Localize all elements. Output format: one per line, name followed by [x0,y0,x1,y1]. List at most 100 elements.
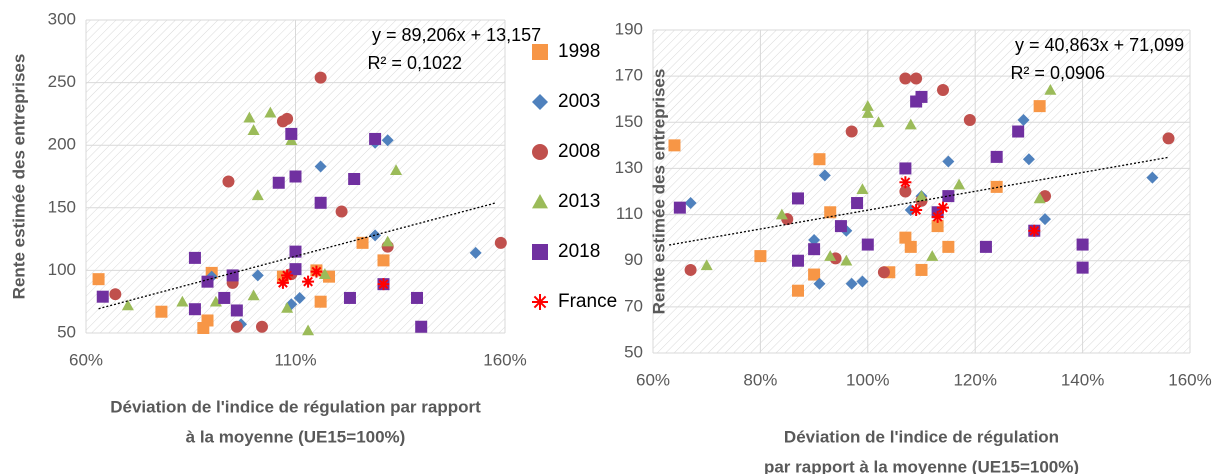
marker-triangle [775,208,788,220]
marker-triangle [302,324,315,336]
trend-line [668,156,1169,246]
marker-star [276,276,289,289]
marker-triangle [381,235,394,247]
marker-square [942,190,955,203]
y-tick-label: 200 [48,135,76,154]
x-tick-label: 160% [483,350,526,369]
marker-square [188,251,201,264]
marker-square [673,201,686,214]
marker-square [791,192,804,205]
x-tick-label: 60% [636,370,670,389]
marker-triangle [861,100,874,111]
y-tick-label: 150 [615,112,643,131]
y-tick-label: 300 [48,9,76,28]
marker-triangle [700,259,713,271]
marker-star [899,176,912,189]
marker-diamond [469,246,482,259]
legend-label: 2013 [558,191,600,212]
marker-square [899,162,912,175]
annotation: R² = 0,0906 [1010,63,1105,83]
marker-diamond [369,229,382,242]
y-axis-title: Rente estimée des entreprises [9,54,28,300]
marker-triangle [176,295,189,307]
trend-line [98,202,497,310]
marker-square [808,268,821,281]
marker-square [791,254,804,267]
marker-diamond [532,94,548,110]
marker-square [824,206,837,219]
marker-square [915,263,928,276]
marker-diamond [314,160,327,173]
marker-square [791,284,804,297]
marker-circle [314,71,327,84]
marker-diamond [293,291,306,304]
marker-triangle [856,183,869,194]
marker-square [188,303,201,316]
y-tick-label: 110 [616,204,643,223]
marker-triangle [824,250,837,261]
marker-star [936,201,949,214]
x-tick-label: 140% [1061,370,1104,389]
x-tick-label: 100% [846,370,889,389]
marker-circle [936,83,949,96]
y-tick-label: 50 [624,342,643,361]
marker-triangle [247,124,260,135]
y-axis-title: Rente estimée des entreprises [649,69,668,315]
marker-square [155,305,168,318]
marker-star [1028,224,1041,237]
legend-label: 1998 [558,41,600,62]
marker-triangle [281,301,294,313]
y-tick-label: 150 [48,197,76,216]
marker-square [314,295,327,308]
marker-triangle [904,118,917,130]
marker-circle [335,205,348,218]
marker-diamond [808,233,821,246]
marker-triangle [243,111,256,123]
annotation: R² = 0,1022 [367,53,462,73]
marker-square [369,132,382,145]
marker-square [377,254,390,267]
x-axis-title: Déviation de l'indice de régulation par … [110,397,481,416]
marker-star [931,210,944,223]
x-tick-label: 110% [274,350,316,369]
marker-square [979,240,992,253]
marker-triangle [390,164,403,176]
marker-diamond [813,277,826,290]
marker-square [532,44,548,60]
marker-diamond [856,275,869,288]
marker-circle [109,288,122,301]
marker-circle [910,72,923,85]
y-tick-label: 130 [615,158,643,177]
annotation: y = 40,863x + 71,099 [1015,35,1184,55]
marker-triangle [915,190,928,201]
marker-square [904,240,917,253]
marker-triangle [840,254,853,266]
y-tick-label: 50 [57,322,76,341]
marker-square [1012,125,1025,138]
marker-square [915,90,928,103]
x-tick-label: 120% [953,370,996,389]
marker-triangle [247,289,260,301]
marker-square [226,269,239,282]
legend-label: France [558,291,617,312]
marker-triangle [318,268,331,279]
marker-square [289,245,302,258]
marker-square [289,263,302,276]
marker-diamond [251,269,264,282]
marker-square [851,197,864,210]
marker-square [415,320,428,333]
y-tick-label: 190 [615,19,643,38]
marker-star [532,294,548,310]
marker-square [813,153,826,166]
y-tick-label: 100 [48,260,76,279]
marker-triangle [532,194,548,209]
legend-label: 2003 [558,91,600,112]
marker-square [990,150,1003,163]
marker-square [411,291,424,304]
marker-circle [230,320,243,333]
marker-diamond [1017,113,1030,126]
x-axis-title: par rapport à la moyenne (UE15=100%) [764,457,1079,474]
x-axis-title: à la moyenne (UE15=100%) [186,427,406,446]
marker-square [834,220,847,233]
